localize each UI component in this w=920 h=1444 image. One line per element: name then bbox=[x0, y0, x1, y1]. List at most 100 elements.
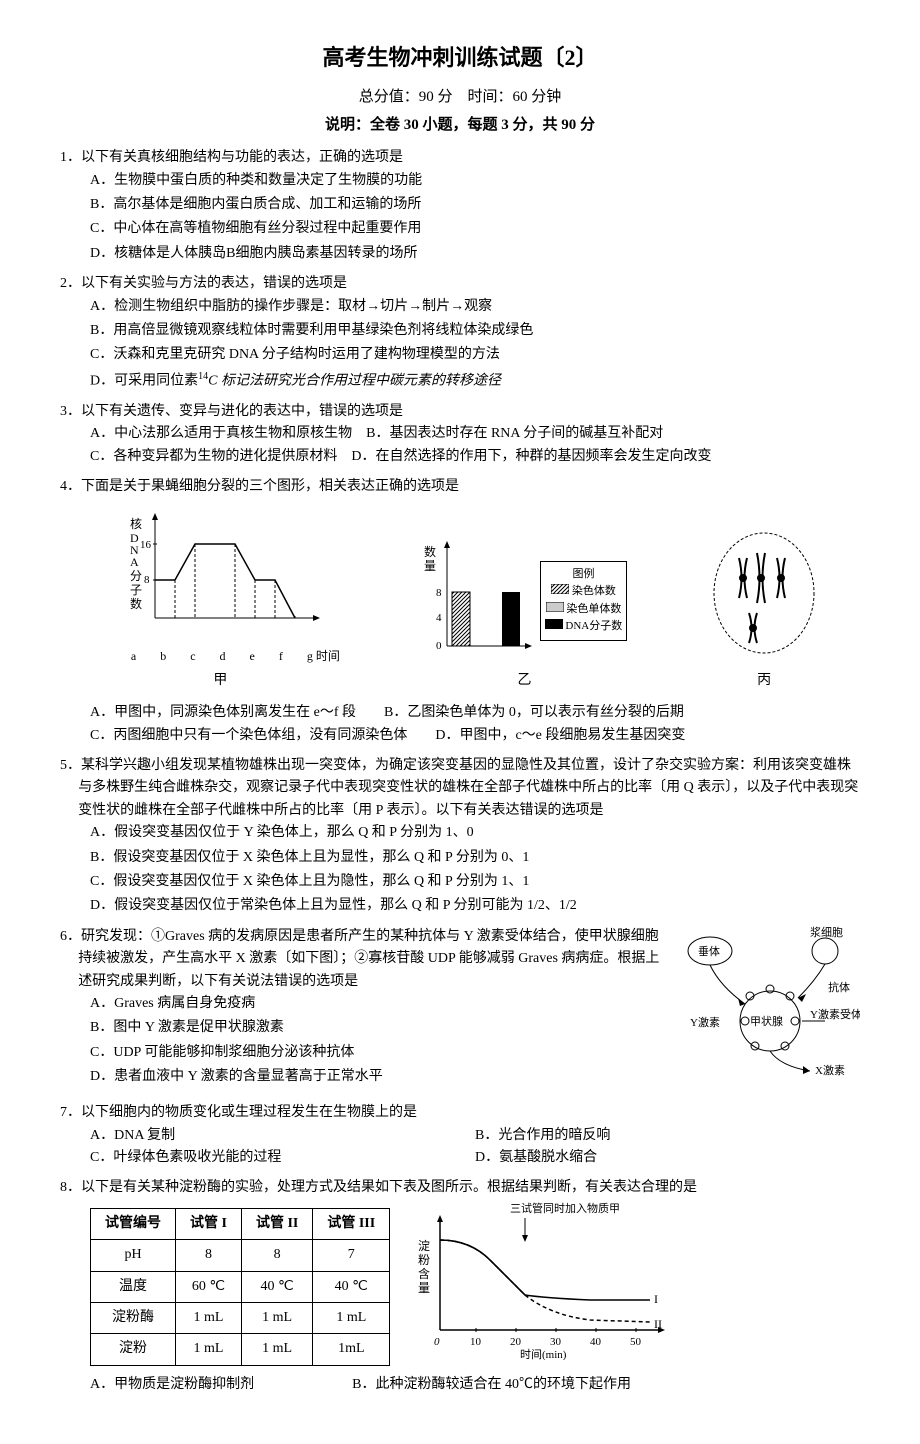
q8-r1c2: 40 ℃ bbox=[241, 1271, 312, 1302]
q8-xtick-2: 20 bbox=[510, 1336, 522, 1348]
q8-r0c0: pH bbox=[91, 1240, 176, 1271]
q5-option-b: B．假设突变基因仅位于 X 染色体上且为显性，那么 Q 和 P 分别为 0、1 bbox=[90, 847, 860, 869]
q8-stem: 8．以下是有关某种淀粉酶的实验，处理方式及结果如下表及图所示。根据结果判断，有关… bbox=[60, 1177, 860, 1199]
q8-r0c2: 8 bbox=[241, 1240, 312, 1271]
fig-yjisu: Y激素 bbox=[690, 1015, 720, 1029]
figure-yi-svg: 数 量 8 4 0 bbox=[422, 536, 532, 666]
q3-option-a: A．中心法那么适用于真核生物和原核生物 bbox=[90, 426, 352, 441]
q8-xtick-4: 40 bbox=[590, 1336, 602, 1348]
yi-y4: 4 bbox=[436, 612, 442, 624]
q7-option-a: A．DNA 复制 bbox=[90, 1125, 475, 1147]
svg-text:粉: 粉 bbox=[418, 1253, 430, 1267]
figure-jia: 核 D N A 分 子 数 16 8 bbox=[101, 508, 340, 692]
fig-chuiti: 垂体 bbox=[698, 944, 720, 958]
legend-2: 染色单体数 bbox=[566, 603, 621, 615]
q8-xtick-5: 50 bbox=[630, 1336, 642, 1348]
q8-r0c3: 7 bbox=[313, 1240, 390, 1271]
yi-label: 乙 bbox=[422, 670, 628, 692]
q8-xtick-0: 0 bbox=[434, 1336, 440, 1348]
svg-text:淀: 淀 bbox=[418, 1239, 430, 1253]
question-4: 4．下面是关于果蝇细胞分裂的三个图形，相关表达正确的选项是 核 D N A 分 … bbox=[60, 476, 860, 747]
q2-option-c: C．沃森和克里克研究 DNA 分子结构时运用了建构物理模型的方法 bbox=[90, 344, 860, 366]
page-title: 高考生物冲刺训练试题〔2〕 bbox=[60, 40, 860, 75]
legend-3: DNA分子数 bbox=[565, 620, 622, 632]
question-5: 5．某科学兴趣小组发现某植物雄株出现一突变体，为确定该突变基因的显隐性及其位置，… bbox=[60, 755, 860, 918]
q4-option-d: D．甲图中，c～e 段细胞易发生基因突变 bbox=[435, 728, 685, 743]
figure-bing-svg bbox=[709, 528, 819, 658]
jia-ylabel: 核 bbox=[130, 517, 142, 531]
q8-option-a: A．甲物质是淀粉酶抑制剂 bbox=[90, 1377, 254, 1392]
q1-stem: 1．以下有关真核细胞结构与功能的表达，正确的选项是 bbox=[60, 147, 860, 169]
q5-option-c: C．假设突变基因仅位于 X 染色体上且为隐性，那么 Q 和 P 分别为 1、1 bbox=[90, 871, 860, 893]
subtitle: 总分值：90 分 时间：60 分钟 bbox=[60, 85, 860, 109]
question-1: 1．以下有关真核细胞结构与功能的表达，正确的选项是 A．生物膜中蛋白质的种类和数… bbox=[60, 147, 860, 265]
jia-label: 甲 bbox=[101, 670, 340, 692]
svg-text:子: 子 bbox=[130, 583, 142, 597]
q8-th-2: 试管 II bbox=[241, 1208, 312, 1239]
q7-option-c: C．叶绿体色素吸收光能的过程 bbox=[90, 1147, 475, 1169]
q2d-pre: D．可采用同位素 bbox=[90, 373, 198, 388]
q4-option-a: A．甲图中，同源染色体别离发生在 e～f 段 bbox=[90, 705, 356, 720]
q8-chart: 三试管同时加入物质甲 淀 粉 含 量 I II 0 10 20 30 40 50… bbox=[410, 1200, 670, 1360]
fig-kangti: 抗体 bbox=[828, 980, 850, 994]
q8-xtick-1: 10 bbox=[470, 1336, 482, 1348]
bing-label: 丙 bbox=[709, 670, 819, 692]
q8-r3c3: 1mL bbox=[313, 1334, 390, 1365]
q8-r3c2: 1 mL bbox=[241, 1334, 312, 1365]
figure-jia-svg: 核 D N A 分 子 数 16 8 bbox=[120, 508, 320, 638]
q4-option-c: C．丙图细胞中只有一个染色体组，没有同源染色体 bbox=[90, 728, 407, 743]
q8-r1c1: 60 ℃ bbox=[176, 1271, 242, 1302]
q2d-sup: 14 bbox=[198, 371, 208, 382]
q8-r2c2: 1 mL bbox=[241, 1302, 312, 1333]
svg-text:量: 量 bbox=[418, 1281, 430, 1295]
q6-figure: 垂体 浆细胞 甲状腺 Y激素 抗体 Y激素受体 X激素 bbox=[680, 926, 860, 1094]
fig-jiazhuangxian: 甲状腺 bbox=[750, 1014, 783, 1028]
q2-option-d: D．可采用同位素14C 标记法研究光合作用过程中碳元素的转移途径 bbox=[90, 369, 860, 393]
q1-option-a: A．生物膜中蛋白质的种类和数量决定了生物膜的功能 bbox=[90, 170, 860, 192]
jia-xlabels: a b c d e f g 时间 bbox=[131, 647, 340, 666]
instructions: 说明：全卷 30 小题，每题 3 分，共 90 分 bbox=[60, 113, 860, 137]
q3-stem: 3．以下有关遗传、变异与进化的表达中，错误的选项是 bbox=[60, 401, 860, 423]
fig-jiangxibao: 浆细胞 bbox=[810, 926, 843, 939]
q8-option-b: B．此种淀粉酶较适合在 40℃的环境下起作用 bbox=[352, 1377, 631, 1392]
q5-stem: 5．某科学兴趣小组发现某植物雄株出现一突变体，为确定该突变基因的显隐性及其位置，… bbox=[60, 755, 860, 822]
svg-text:分: 分 bbox=[130, 569, 142, 583]
q8-r2c1: 1 mL bbox=[176, 1302, 242, 1333]
figure-bing: 丙 bbox=[709, 528, 819, 693]
q8-th-1: 试管 I bbox=[176, 1208, 242, 1239]
legend-title: 图例 bbox=[545, 566, 623, 584]
q8-table: 试管编号 试管 I 试管 II 试管 III pH 8 8 7 温度 60 ℃ … bbox=[90, 1208, 390, 1366]
q8-curve-II: II bbox=[654, 1317, 662, 1331]
jia-y8: 8 bbox=[144, 574, 150, 586]
q3-option-b: B．基因表达时存在 RNA 分子间的碱基互补配对 bbox=[366, 426, 663, 441]
q8-r1c3: 40 ℃ bbox=[313, 1271, 390, 1302]
q8-xlabel: 时间(min) bbox=[520, 1348, 567, 1360]
legend-box: 图例 染色体数 染色单体数 DNA分子数 bbox=[540, 561, 628, 641]
svg-text:含: 含 bbox=[418, 1266, 430, 1281]
yi-y8: 8 bbox=[436, 587, 442, 599]
q1-option-b: B．高尔基体是细胞内蛋白质合成、加工和运输的场所 bbox=[90, 194, 860, 216]
q4-option-b: B．乙图染色单体为 0，可以表示有丝分裂的后期 bbox=[384, 705, 684, 720]
svg-text:A: A bbox=[130, 555, 139, 569]
q5-option-d: D．假设突变基因仅位于常染色体上且为显性，那么 Q 和 P 分别可能为 1/2、… bbox=[90, 895, 860, 917]
q2d-post: C 标记法研究光合作用过程中碳元素的转移途径 bbox=[208, 373, 501, 388]
q8-r3c1: 1 mL bbox=[176, 1334, 242, 1365]
q7-option-d: D．氨基酸脱水缩合 bbox=[475, 1147, 860, 1169]
q7-stem: 7．以下细胞内的物质变化或生理过程发生在生物膜上的是 bbox=[60, 1102, 860, 1124]
q5-option-a: A．假设突变基因仅位于 Y 染色体上，那么 Q 和 P 分别为 1、0 bbox=[90, 822, 860, 844]
q8-r2c0: 淀粉酶 bbox=[91, 1302, 176, 1333]
q3-option-c: C．各种变异都为生物的进化提供原材料 bbox=[90, 449, 337, 464]
svg-text:数: 数 bbox=[130, 596, 142, 611]
q2-option-a: A．检测生物组织中脂肪的操作步骤是：取材→切片→制片→观察 bbox=[90, 296, 860, 318]
q8-th-3: 试管 III bbox=[313, 1208, 390, 1239]
q4-stem: 4．下面是关于果蝇细胞分裂的三个图形，相关表达正确的选项是 bbox=[60, 476, 860, 498]
q8-r1c0: 温度 bbox=[91, 1271, 176, 1302]
q2-stem: 2．以下有关实验与方法的表达，错误的选项是 bbox=[60, 273, 860, 295]
fig-yshouti: Y激素受体 bbox=[810, 1007, 860, 1021]
question-7: 7．以下细胞内的物质变化或生理过程发生在生物膜上的是 A．DNA 复制 B．光合… bbox=[60, 1102, 860, 1169]
jia-y16: 16 bbox=[140, 539, 152, 551]
svg-text:量: 量 bbox=[424, 559, 436, 573]
question-3: 3．以下有关遗传、变异与进化的表达中，错误的选项是 A．中心法那么适用于真核生物… bbox=[60, 401, 860, 468]
q3-option-d: D．在自然选择的作用下，种群的基因频率会发生定向改变 bbox=[351, 449, 711, 464]
q8-xtick-3: 30 bbox=[550, 1336, 562, 1348]
